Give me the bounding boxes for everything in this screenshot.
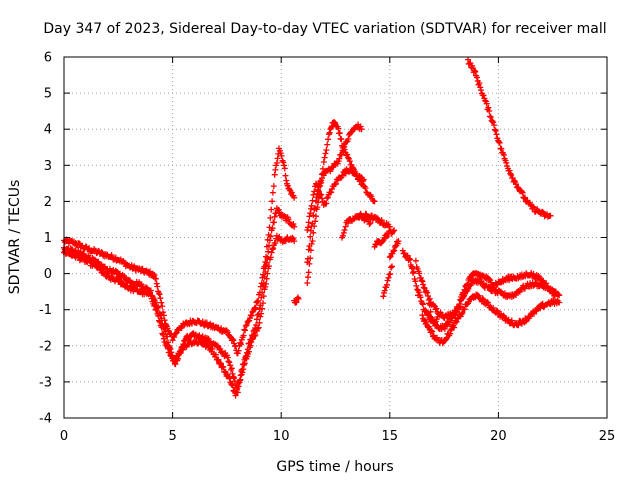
y-tick-label: -3 [39, 375, 52, 390]
y-tick-label: 1 [44, 231, 52, 246]
plot-frame [63, 56, 608, 419]
y-tick-label: 6 [44, 51, 52, 66]
x-tick-label: 20 [490, 429, 507, 444]
chart-title: Day 347 of 2023, Sidereal Day-to-day VTE… [43, 21, 606, 37]
grid-lines [64, 57, 607, 418]
x-axis-label: GPS time / hours [276, 459, 393, 475]
x-tick-label: 5 [168, 429, 176, 444]
y-tick-label: -4 [39, 412, 52, 427]
y-tick-label: 0 [44, 267, 52, 282]
y-tick-label: 4 [44, 123, 52, 138]
y-tick-label: 2 [44, 195, 52, 210]
x-tick-label: 10 [273, 429, 290, 444]
x-tick-label: 15 [382, 429, 399, 444]
y-tick-label: -1 [39, 303, 52, 318]
y-tick-label: 5 [44, 87, 52, 102]
series-points [61, 56, 563, 399]
x-tick-labels: 0 5 10 15 20 25 [60, 429, 615, 444]
y-tick-labels: -4 -3 -2 -1 0 1 2 3 4 5 6 [39, 51, 52, 427]
x-tick-label: 0 [60, 429, 68, 444]
y-tick-label: -2 [39, 339, 52, 354]
y-tick-label: 3 [44, 159, 52, 174]
x-tick-label: 25 [599, 429, 616, 444]
axis-ticks [63, 56, 608, 419]
y-axis-label: SDTVAR / TECUs [7, 180, 23, 295]
data-points [61, 56, 563, 399]
